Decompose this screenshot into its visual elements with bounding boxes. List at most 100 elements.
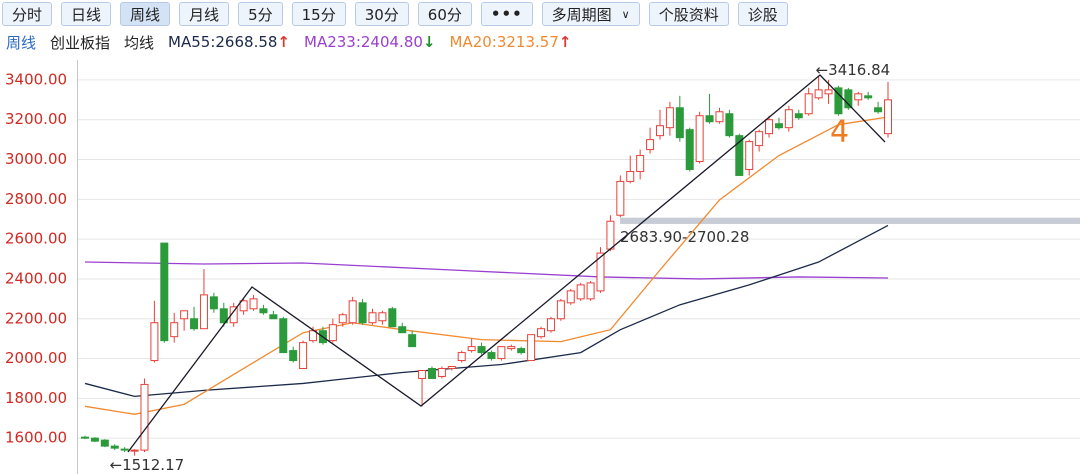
candle-body [814, 89, 823, 99]
candle-body [695, 115, 704, 163]
legend-text: MA233:2404.80 [304, 33, 423, 51]
legend-text: MA20:3213.57 [449, 33, 559, 51]
candle-body [636, 155, 645, 172]
candle-body [616, 180, 625, 216]
candle-body [844, 89, 853, 109]
y-tick-label: 1800.00 [5, 389, 67, 407]
candle-body [110, 445, 119, 449]
candle-body [170, 322, 179, 338]
candle-body [427, 368, 436, 379]
max-label: ←3416.84 [816, 61, 891, 79]
candle-body [328, 324, 337, 342]
toolbar: 分时 日线 周线 月线 5分 15分 30分 60分 ••• 多周期图 ∨ 个股资料 诊股 [0, 0, 1080, 28]
y-tick-label: 2400.00 [5, 269, 67, 287]
candle-body [824, 89, 833, 95]
candle-body [140, 383, 149, 451]
legend-item: MA20:3213.57↑ [450, 33, 572, 51]
y-tick-label: 3000.00 [5, 150, 67, 168]
candle-body [864, 95, 873, 99]
y-tick-label: 2600.00 [5, 230, 67, 248]
candle-body [289, 350, 298, 362]
candle-body [368, 312, 377, 324]
candle-body [408, 334, 417, 348]
toolbar-button[interactable]: 个股资料 [648, 2, 729, 26]
ma-line [84, 224, 889, 398]
toolbar-button[interactable]: 日线 [61, 2, 112, 26]
candle-body [665, 107, 674, 129]
candle-body [537, 328, 546, 338]
candle-body [745, 141, 754, 170]
toolbar-button[interactable]: 周线 [120, 2, 171, 26]
candle-body [388, 308, 397, 328]
y-tick-label: 3400.00 [5, 70, 67, 88]
toolbar-button[interactable]: 30分 [354, 2, 409, 26]
annotation-layer: ←3416.84 ←1512.17 4 [110, 61, 891, 474]
candle-layer [81, 76, 892, 456]
ma-line [84, 261, 889, 280]
y-tick-label: 2000.00 [5, 349, 67, 367]
toolbar-button[interactable]: 月线 [179, 2, 230, 26]
candle-body [457, 352, 466, 362]
candle-body [209, 296, 218, 310]
band-label: 2683.90-2700.28 [620, 228, 749, 246]
toolbar-button[interactable]: 分时 [2, 2, 53, 26]
candle-body [259, 308, 268, 314]
candle-body [546, 318, 555, 332]
legend-text: MA55:2668.58 [168, 33, 278, 51]
candle-body [467, 346, 476, 352]
legend-item: MA233:2404.80↓ [304, 33, 436, 51]
candle-body [517, 348, 526, 354]
candle-body [596, 252, 605, 292]
candle-body [180, 310, 189, 320]
y-tick-label: 2200.00 [5, 309, 67, 327]
legend-item: 均线 [124, 32, 154, 53]
toolbar-button[interactable]: 5分 [238, 2, 283, 26]
candle-body [378, 312, 387, 322]
candle-body [556, 300, 565, 320]
candle-body [249, 298, 258, 310]
grid: 1600.00 1800.00 2000.00 2200.00 2400.00 2600.… [5, 70, 1080, 447]
ma-layer [84, 116, 889, 415]
legend-text: 周线 [6, 33, 37, 52]
more-button[interactable]: ••• [480, 2, 533, 26]
trend-line [127, 74, 886, 453]
candle-body [358, 302, 367, 324]
candle-body [586, 282, 595, 300]
candle-body [655, 125, 664, 137]
candle-body [735, 135, 744, 176]
candle-body [765, 119, 774, 135]
candle-body [160, 242, 169, 342]
candle-body [437, 368, 446, 377]
candle-body [784, 109, 793, 129]
legend-item: MA55:2668.58↑ [168, 33, 290, 51]
toolbar-button[interactable]: 15分 [291, 2, 346, 26]
y-tick-label: 3200.00 [5, 110, 67, 128]
candle-body [606, 220, 615, 250]
candle-body [794, 113, 803, 119]
legend-text: 创业板指 [50, 33, 111, 52]
candle-body [755, 131, 764, 147]
candle-body [229, 306, 238, 324]
toolbar-button[interactable]: 多周期图 ∨ [541, 2, 640, 26]
candle-body [566, 290, 575, 304]
candle-body [626, 170, 635, 182]
candle-body [507, 346, 516, 350]
candle-body [804, 93, 813, 115]
candle-body [190, 318, 199, 330]
candle-body [725, 113, 734, 137]
candle-body [715, 111, 724, 123]
toolbar-button[interactable]: 60分 [417, 2, 472, 26]
toolbar-button[interactable]: 诊股 [737, 2, 788, 26]
candle-body [705, 115, 714, 123]
legend-arrow: ↓ [422, 33, 436, 51]
candle-body [239, 300, 248, 312]
hand-annotation: 4 [830, 115, 849, 150]
candle-body [100, 439, 109, 447]
candle-body [150, 322, 159, 362]
candle-body [884, 99, 892, 135]
candle-body [90, 437, 99, 442]
candle-body [447, 366, 456, 370]
candle-body [120, 448, 129, 451]
